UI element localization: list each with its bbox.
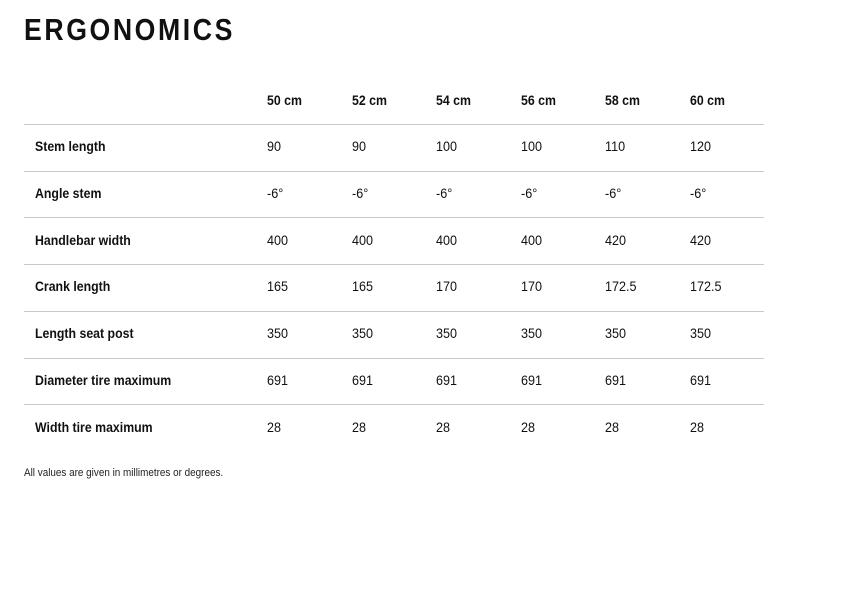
- row-label: Crank length: [35, 278, 111, 295]
- column-header: 52 cm: [351, 92, 387, 108]
- table-cell: 691: [351, 371, 373, 388]
- row-divider: [24, 264, 764, 265]
- table-cell: 420: [605, 231, 627, 248]
- table-cell: 350: [605, 325, 627, 342]
- table-cell: -6°: [520, 185, 538, 202]
- table-cell: 400: [436, 231, 458, 248]
- table-cell: 170: [520, 278, 542, 295]
- table-cell: 90: [351, 138, 366, 155]
- row-divider: [24, 358, 764, 359]
- table-cell: 28: [267, 418, 282, 435]
- row-label: Angle stem: [35, 185, 102, 202]
- column-header: 56 cm: [520, 92, 556, 108]
- page-title: ERGONOMICS: [24, 12, 235, 47]
- column-header: 50 cm: [267, 92, 302, 108]
- table-cell: 170: [436, 278, 458, 295]
- table-cell: 350: [436, 325, 458, 342]
- row-divider: [24, 217, 764, 218]
- table-cell: 400: [267, 231, 289, 248]
- row-label: Length seat post: [35, 325, 134, 342]
- table-cell: 90: [267, 138, 282, 155]
- row-divider: [24, 404, 764, 405]
- table-cell: 400: [351, 231, 373, 248]
- table-cell: 28: [605, 418, 620, 435]
- table-cell: 120: [690, 138, 712, 155]
- table-cell: 350: [690, 325, 712, 342]
- table-cell: 691: [520, 371, 542, 388]
- table-cell: -6°: [605, 185, 622, 202]
- table-cell: 28: [520, 418, 535, 435]
- table-cell: 100: [520, 138, 542, 155]
- table-cell: 100: [436, 138, 458, 155]
- table-cell: 165: [267, 278, 289, 295]
- table-cell: 691: [436, 371, 458, 388]
- table-cell: 350: [351, 325, 373, 342]
- footnote: All values are given in millimetres or d…: [24, 467, 224, 479]
- column-header: 54 cm: [436, 92, 472, 108]
- table-cell: 691: [267, 371, 289, 388]
- table-cell: 172.5: [605, 278, 637, 295]
- row-divider: [24, 311, 764, 312]
- table-cell: 691: [605, 371, 627, 388]
- row-label: Diameter tire maximum: [35, 371, 172, 388]
- row-label: Width tire maximum: [35, 418, 153, 435]
- table-cell: 165: [351, 278, 373, 295]
- table-cell: -6°: [351, 185, 368, 202]
- table-cell: 28: [351, 418, 366, 435]
- row-label: Handlebar width: [35, 231, 131, 248]
- row-divider: [24, 124, 764, 125]
- table-cell: -6°: [436, 185, 453, 202]
- table-cell: 110: [605, 138, 626, 155]
- table-cell: 691: [690, 371, 712, 388]
- table-cell: 400: [520, 231, 542, 248]
- table-cell: 350: [520, 325, 542, 342]
- row-divider: [24, 171, 764, 172]
- column-header: 58 cm: [605, 92, 641, 108]
- column-header: 60 cm: [690, 92, 725, 108]
- table-cell: 350: [267, 325, 289, 342]
- table-cell: 420: [690, 231, 712, 248]
- row-label: Stem length: [35, 138, 106, 155]
- table-cell: -6°: [690, 185, 707, 202]
- table-cell: -6°: [267, 185, 284, 202]
- table-cell: 28: [690, 418, 705, 435]
- table-cell: 172.5: [690, 278, 722, 295]
- table-cell: 28: [436, 418, 451, 435]
